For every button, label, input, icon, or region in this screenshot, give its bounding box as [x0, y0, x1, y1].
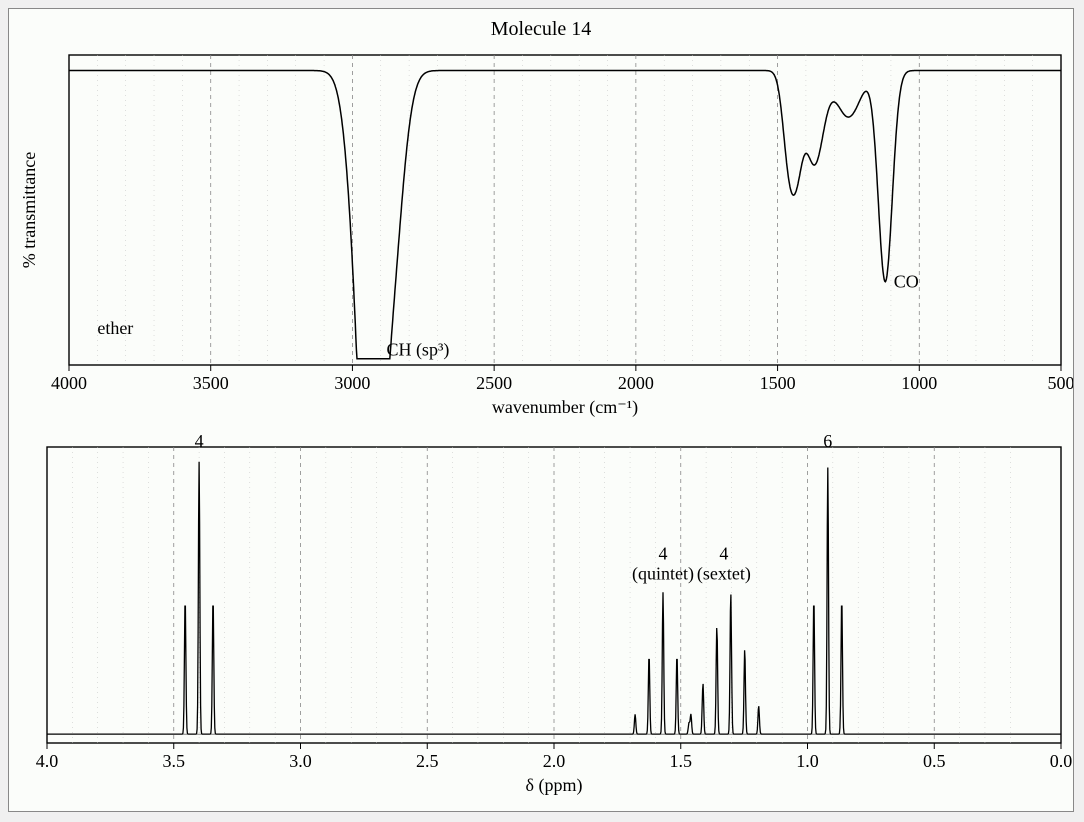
svg-text:2500: 2500: [476, 373, 512, 393]
svg-text:3.0: 3.0: [289, 751, 312, 771]
svg-text:3000: 3000: [334, 373, 370, 393]
svg-text:4000: 4000: [51, 373, 87, 393]
svg-text:6: 6: [823, 431, 832, 451]
svg-text:4: 4: [719, 543, 728, 563]
svg-text:0.0: 0.0: [1050, 751, 1073, 771]
svg-text:2000: 2000: [618, 373, 654, 393]
svg-text:4.0: 4.0: [36, 751, 59, 771]
svg-text:1500: 1500: [760, 373, 796, 393]
svg-text:2.0: 2.0: [543, 751, 566, 771]
svg-text:wavenumber (cm⁻¹): wavenumber (cm⁻¹): [492, 397, 638, 418]
figure-panel: Molecule 14 4000 3500 3000 2500 2000 1500 1000 5…: [8, 8, 1074, 812]
svg-text:ether: ether: [97, 318, 133, 338]
svg-text:500: 500: [1048, 373, 1074, 393]
svg-text:3500: 3500: [193, 373, 229, 393]
svg-text:1.0: 1.0: [796, 751, 819, 771]
svg-text:CO: CO: [894, 272, 919, 292]
svg-text:(sextet): (sextet): [697, 563, 751, 584]
page-container: Molecule 14 4000 3500 3000 2500 2000 1500 1000 5…: [0, 0, 1084, 822]
spectra-figure: Molecule 14 4000 3500 3000 2500 2000 1500 1000 5…: [9, 9, 1073, 811]
svg-text:4: 4: [659, 543, 668, 563]
svg-text:Molecule 14: Molecule 14: [491, 18, 592, 40]
svg-text:0.5: 0.5: [923, 751, 946, 771]
svg-text:δ (ppm): δ (ppm): [526, 775, 583, 796]
svg-text:(quintet): (quintet): [632, 563, 694, 584]
svg-text:1.5: 1.5: [670, 751, 693, 771]
svg-text:2.5: 2.5: [416, 751, 439, 771]
svg-text:3.5: 3.5: [163, 751, 186, 771]
svg-text:CH (sp³): CH (sp³): [386, 340, 449, 361]
svg-text:4: 4: [195, 431, 204, 451]
svg-text:1000: 1000: [901, 373, 937, 393]
svg-text:% transmittance: % transmittance: [19, 152, 39, 268]
